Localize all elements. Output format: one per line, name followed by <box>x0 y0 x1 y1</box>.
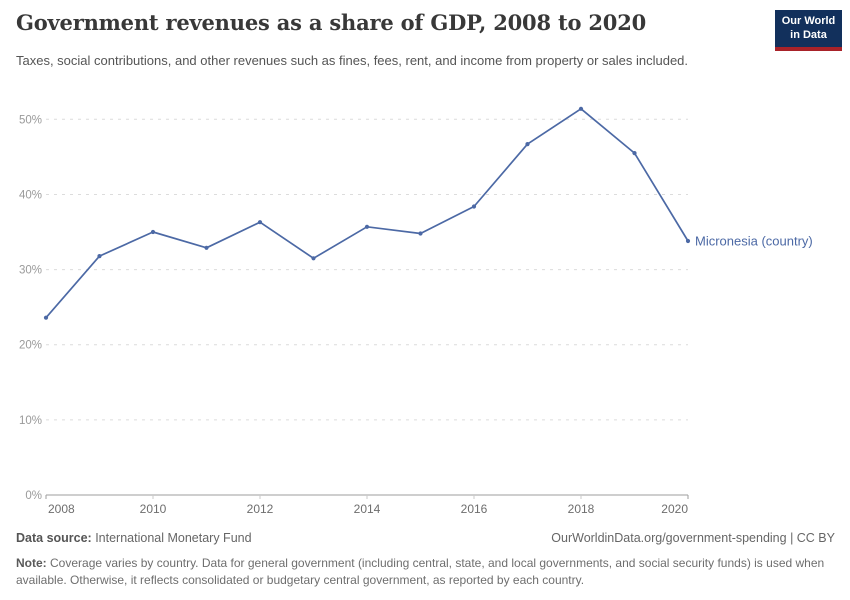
data-source-label: Data source: <box>16 531 92 545</box>
owid-logo-line1: Our World <box>781 15 836 27</box>
y-tick-label: 0% <box>25 490 42 502</box>
y-tick-label: 50% <box>19 114 42 126</box>
note: Note: Coverage varies by country. Data f… <box>16 555 836 589</box>
data-point <box>204 245 209 250</box>
data-point <box>364 224 370 229</box>
y-tick-label: 20% <box>19 340 42 352</box>
x-tick-label: 2014 <box>354 502 381 516</box>
data-point <box>685 238 691 244</box>
data-point <box>311 256 316 261</box>
data-point <box>418 231 423 236</box>
chart-footer: Data source: International Monetary Fund… <box>16 531 835 589</box>
data-source-value: International Monetary Fund <box>91 531 252 545</box>
data-point <box>578 106 584 111</box>
page-title: Government revenues as a share of GDP, 2… <box>16 10 647 35</box>
data-point <box>632 151 637 156</box>
owid-logo[interactable]: Our World in Data <box>775 10 842 51</box>
y-tick-label: 10% <box>19 415 42 427</box>
citation-link: OurWorldinData.org/government-spending |… <box>551 531 835 545</box>
data-point <box>150 229 156 235</box>
x-tick-label: 2018 <box>568 502 595 516</box>
series-legend-label: Micronesia (country) <box>695 234 813 249</box>
data-point <box>43 315 49 320</box>
data-point <box>471 204 477 209</box>
x-tick-label: 2010 <box>140 502 167 516</box>
x-tick-label: 2016 <box>461 502 488 516</box>
owid-logo-line2: in Data <box>790 28 827 41</box>
x-tick-label: 2020 <box>661 502 688 516</box>
x-tick-label: 2012 <box>247 502 274 516</box>
series-line <box>45 107 689 319</box>
x-tick-label: 2008 <box>48 502 75 516</box>
source-row: Data source: International Monetary Fund… <box>16 531 835 549</box>
data-point <box>97 254 102 259</box>
y-tick-label: 40% <box>19 189 42 201</box>
data-point <box>525 142 530 147</box>
note-text: Coverage varies by country. Data for gen… <box>16 556 825 587</box>
y-tick-label: 30% <box>19 265 42 277</box>
data-source: Data source: International Monetary Fund <box>16 531 252 545</box>
data-point <box>257 220 263 225</box>
chart-subtitle: Taxes, social contributions, and other r… <box>16 53 689 68</box>
note-label: Note: <box>16 556 47 570</box>
